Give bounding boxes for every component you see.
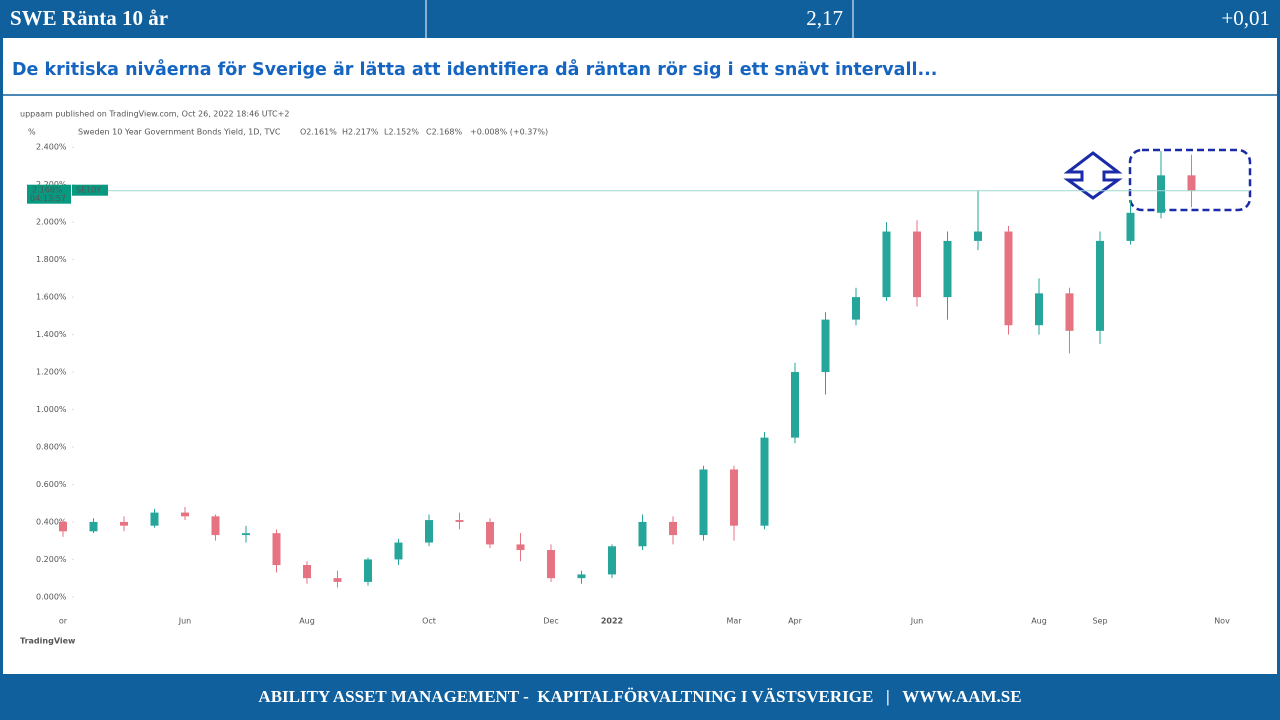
ohlc-legend: L2.152% [384,128,419,137]
y-tick-label: 2.000% [36,218,67,227]
ohlc-legend: C2.168% [426,128,462,137]
candle-body [364,559,372,582]
candle-body [943,240,952,298]
candle-body [638,521,647,547]
candle-body [394,542,403,560]
x-tick-label: Sep [1092,617,1107,626]
candle-body [272,533,281,566]
x-tick-label: Aug [299,617,315,626]
candle-body [59,521,67,532]
candle-body [89,521,98,532]
candle-body [242,533,250,536]
candle-body [547,550,555,579]
candle-body [1126,212,1135,241]
header-title: SWE Ränta 10 år [10,6,168,30]
candle-body [150,512,159,526]
candle-body [913,231,921,298]
y-tick-label: 0.000% [36,592,67,601]
candle-body [333,578,342,582]
candle-body [577,574,586,579]
x-tick-label: Jun [178,617,192,626]
price-tag [27,184,71,204]
candle-body [425,520,433,543]
x-tick-label: Dec [543,617,558,626]
y-tick-label: 1.600% [36,293,67,302]
candle-body [211,516,220,536]
x-tick-label: Mar [726,617,742,626]
ohlc-legend: O2.161% [300,128,337,137]
candle-body [120,521,128,526]
y-tick-label: 1.400% [36,330,67,339]
y-tick-label: 2.400% [36,143,67,152]
candle-body [974,231,982,241]
last-price-label: 2.168% [32,186,63,195]
candle-body [699,469,708,536]
y-tick-label: 0.600% [36,480,67,489]
header-value: 2,17 [806,6,843,30]
x-tick-label: Oct [422,617,436,626]
y-tick-label: 0.400% [36,517,67,526]
range-arrow [1063,151,1123,200]
candle-body [486,521,494,545]
candle-body [760,437,769,526]
y-tick-label: 1.000% [36,405,67,414]
candle-body [516,544,525,551]
candle-body [669,521,677,536]
footer: ABILITY ASSET MANAGEMENT - KAPITALFÖRVAL… [258,687,1021,706]
instrument: Sweden 10 Year Government Bonds Yield, 1… [78,128,281,137]
y-tick-label: 0.200% [36,555,67,564]
candle-body [455,520,464,522]
candle-body [1096,240,1104,331]
candle-body [1035,293,1043,326]
x-tick-label: Aug [1031,617,1047,626]
x-tick-label: 2022 [601,617,623,626]
y-tick-label: 1.800% [36,255,67,264]
x-tick-label: Jun [910,617,924,626]
symbol: SE10Y [76,186,101,195]
candle-body [821,319,830,373]
x-tick-label: Nov [1214,617,1230,626]
candle-body [791,372,799,438]
attribution: uppaam published on TradingView.com, Oct… [20,110,289,119]
y-tick-label: 1.200% [36,368,67,377]
candle-body [181,512,189,517]
unit-label: % [28,128,36,137]
header-change: +0,01 [1221,6,1270,30]
y-tick-label: 0.800% [36,443,67,452]
candle-body [1187,175,1196,191]
x-tick-label: or [59,617,68,626]
candle-body [852,297,860,320]
x-tick-label: Apr [788,617,803,626]
content-bg [3,38,1277,674]
ohlc-legend: +0.008% (+0.37%) [470,128,548,137]
candle-body [1157,175,1165,213]
candle-body [730,469,738,526]
subtitle: De kritiska nivåerna för Sverige är lätt… [12,58,937,80]
brand: TradingView [20,637,76,646]
candle-body [303,565,311,579]
candles [59,150,1196,588]
candle-body [882,231,891,298]
range-box [1128,148,1252,212]
ohlc-legend: H2.217% [342,128,379,137]
candle-body [608,546,616,575]
countdown: 04:13:57 [30,194,66,203]
candle-body [1004,231,1013,326]
symbol-tag [72,184,108,196]
candle-body [1065,293,1074,331]
